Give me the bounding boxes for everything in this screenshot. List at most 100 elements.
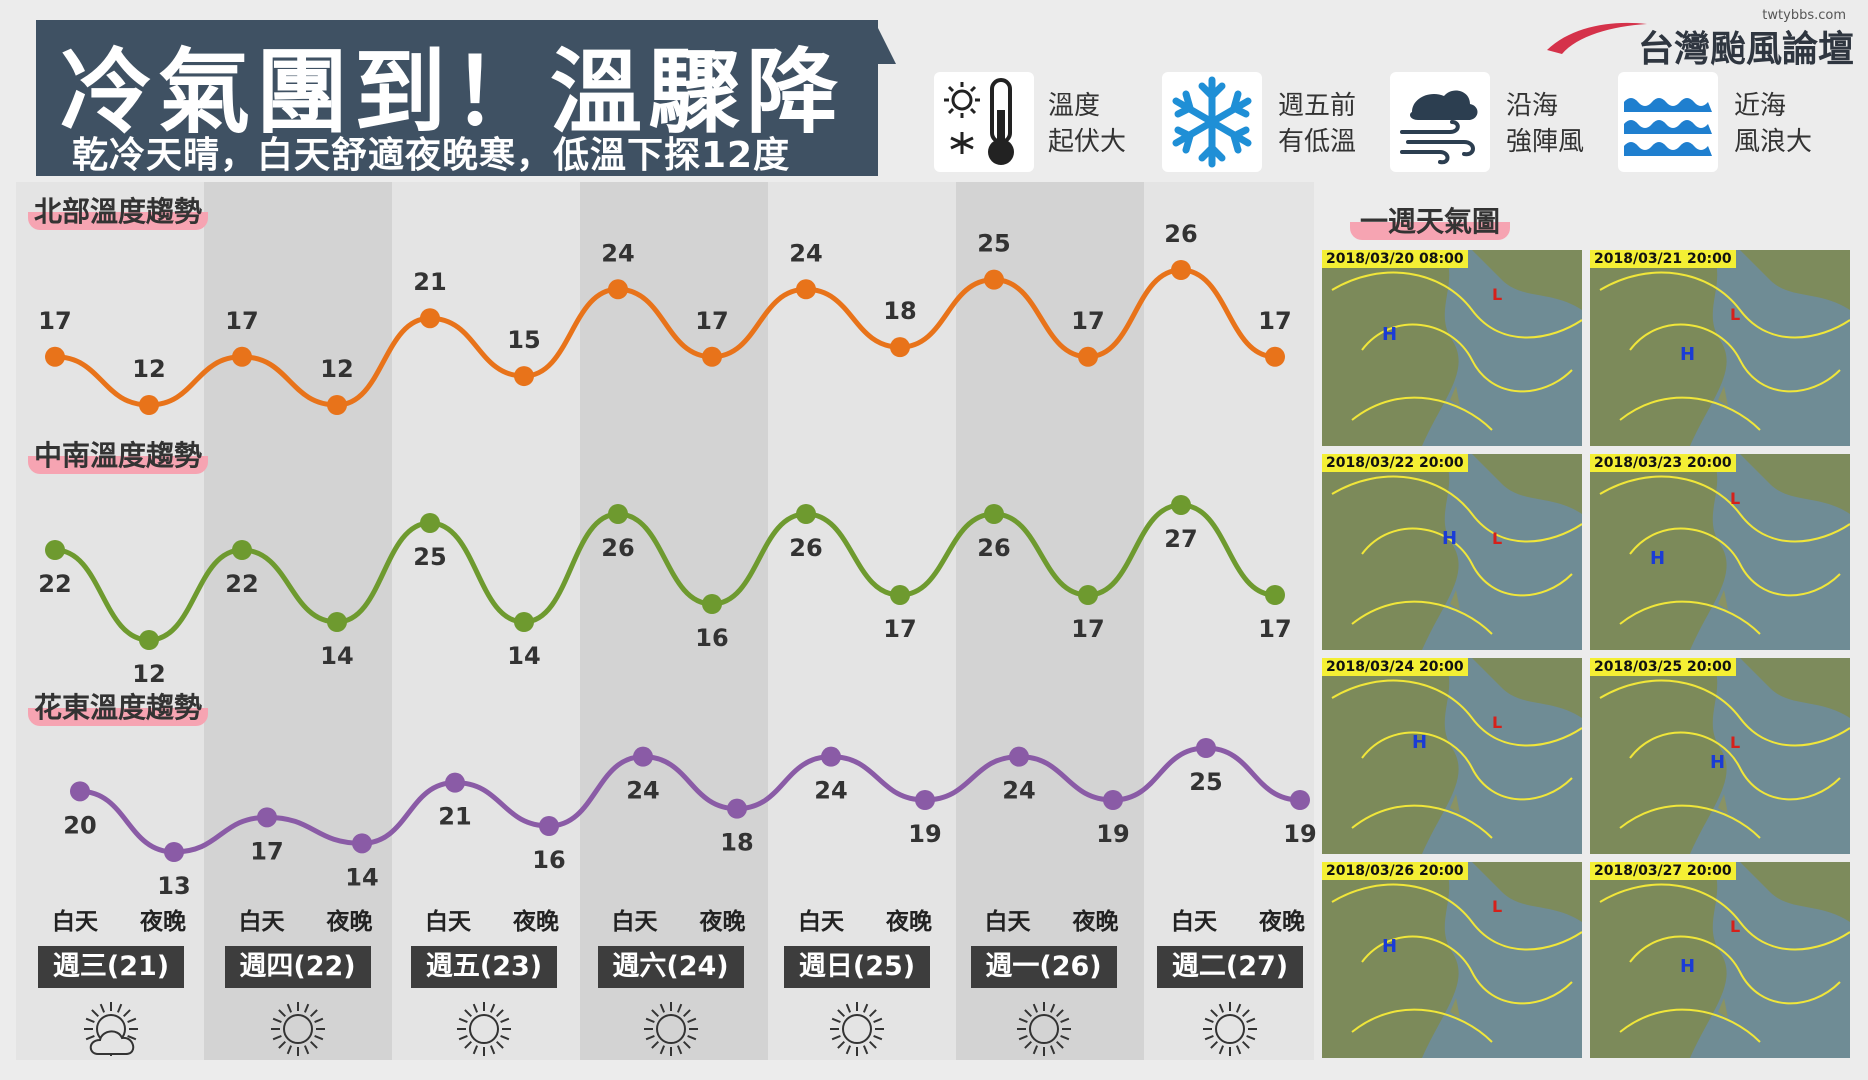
brand-name: 台灣颱風論壇 xyxy=(1637,29,1854,70)
daypart-day-label: 白天 xyxy=(238,909,285,935)
data-point xyxy=(327,395,347,415)
data-label: 27 xyxy=(1164,525,1197,553)
legend-text-snow: 週五前 有低溫 xyxy=(1278,88,1356,160)
data-point xyxy=(1103,790,1123,810)
data-label: 21 xyxy=(413,268,446,296)
data-point xyxy=(1290,790,1310,810)
data-label: 26 xyxy=(1164,220,1197,248)
data-point xyxy=(1265,346,1285,367)
data-label: 14 xyxy=(320,642,353,670)
daypart-day-label: 白天 xyxy=(425,909,471,935)
data-point xyxy=(890,337,910,358)
data-point xyxy=(633,746,653,767)
data-point xyxy=(821,746,841,767)
weather-map-image: H L xyxy=(1590,862,1850,1058)
svg-text:L: L xyxy=(1492,713,1502,732)
day-label-box: 週六(24) xyxy=(597,946,744,988)
daypart-night-label: 夜晚 xyxy=(140,909,186,935)
data-point xyxy=(1265,585,1285,605)
series-line xyxy=(54,267,1276,408)
svg-text:H: H xyxy=(1442,528,1457,549)
data-point xyxy=(514,366,534,387)
weather-map-image: H L xyxy=(1590,250,1850,446)
day-column-bg xyxy=(580,182,768,1060)
weather-map: H L 2018/03/23 20:00 xyxy=(1590,454,1850,650)
daypart-day-label: 白天 xyxy=(798,909,844,935)
weather-map-date: 2018/03/23 20:00 xyxy=(1590,454,1736,472)
east-section-label: 花東溫度趨勢 xyxy=(28,686,209,726)
waves-icon xyxy=(1624,98,1712,156)
data-label: 12 xyxy=(320,355,353,383)
data-point xyxy=(608,504,628,524)
data-label: 25 xyxy=(413,543,446,571)
data-point xyxy=(702,346,722,367)
weather-map-date: 2018/03/27 20:00 xyxy=(1590,862,1736,880)
data-label: 24 xyxy=(814,777,847,805)
data-label: 17 xyxy=(225,307,258,335)
daypart-day-label: 白天 xyxy=(984,909,1031,935)
data-label: 13 xyxy=(157,872,190,900)
svg-text:H: H xyxy=(1680,956,1695,977)
data-point xyxy=(1078,346,1098,367)
central-south-section-label: 中南溫度趨勢 xyxy=(28,434,209,474)
data-point xyxy=(1171,260,1191,280)
data-label: 24 xyxy=(601,239,634,267)
data-point xyxy=(702,594,722,614)
svg-text:H: H xyxy=(1382,936,1397,957)
weather-map: H L 2018/03/27 20:00 xyxy=(1590,862,1850,1058)
data-point xyxy=(420,513,440,533)
data-point xyxy=(796,504,816,524)
partly-cloudy-icon xyxy=(84,1002,138,1056)
data-label: 19 xyxy=(1096,820,1129,848)
sun-icon xyxy=(457,1002,511,1056)
data-label: 17 xyxy=(38,307,71,335)
daypart-night-label: 夜晚 xyxy=(1072,909,1119,935)
data-label: 17 xyxy=(1071,307,1104,335)
weather-map-date: 2018/03/22 20:00 xyxy=(1322,454,1468,472)
legend-thermometer-tile xyxy=(934,72,1034,172)
data-point xyxy=(1078,585,1098,605)
data-label: 12 xyxy=(132,660,165,688)
data-point xyxy=(352,833,372,854)
legend-text-wind: 沿海 強陣風 xyxy=(1506,88,1584,160)
weather-map-date: 2018/03/25 20:00 xyxy=(1590,658,1736,676)
daypart-day-label: 白天 xyxy=(1171,909,1217,935)
svg-text:H: H xyxy=(1412,732,1427,753)
data-point xyxy=(45,346,65,367)
data-point xyxy=(164,842,184,862)
weather-map-date: 2018/03/21 20:00 xyxy=(1590,250,1736,268)
day-column-bg xyxy=(16,182,204,1060)
data-label: 17 xyxy=(1071,615,1104,643)
svg-text:L: L xyxy=(1730,917,1740,936)
svg-text:H: H xyxy=(1382,324,1397,345)
weather-map: H L 2018/03/26 20:00 xyxy=(1322,862,1582,1058)
data-label: 24 xyxy=(789,239,822,267)
weather-map: H L 2018/03/21 20:00 xyxy=(1590,250,1850,446)
title-banner xyxy=(36,20,878,176)
daypart-night-label: 夜晚 xyxy=(326,909,373,935)
daypart-day-label: 白天 xyxy=(52,909,98,935)
daypart-night-label: 夜晚 xyxy=(699,909,746,935)
data-label: 16 xyxy=(695,624,728,652)
data-label: 26 xyxy=(789,534,822,562)
data-point xyxy=(139,630,159,650)
weather-map: H L 2018/03/20 08:00 xyxy=(1322,250,1582,446)
daypart-night-label: 夜晚 xyxy=(513,909,559,935)
data-point xyxy=(327,612,347,632)
data-point xyxy=(1196,738,1216,758)
svg-text:L: L xyxy=(1730,305,1740,324)
weather-map-date: 2018/03/26 20:00 xyxy=(1322,862,1468,880)
svg-text:H: H xyxy=(1650,548,1665,569)
legend-line: 溫度 xyxy=(1048,91,1101,121)
legend-line: 週五前 xyxy=(1278,91,1357,121)
svg-text:H: H xyxy=(1710,752,1725,773)
data-label: 17 xyxy=(1258,615,1291,643)
data-point xyxy=(257,807,277,828)
data-point xyxy=(232,540,252,560)
day-label-box: 週日(25) xyxy=(784,946,930,988)
data-point xyxy=(608,279,628,300)
data-point xyxy=(445,772,465,793)
svg-text:L: L xyxy=(1492,897,1502,916)
day-column-bg xyxy=(1144,182,1314,1060)
legend-waves-tile xyxy=(1618,72,1718,172)
